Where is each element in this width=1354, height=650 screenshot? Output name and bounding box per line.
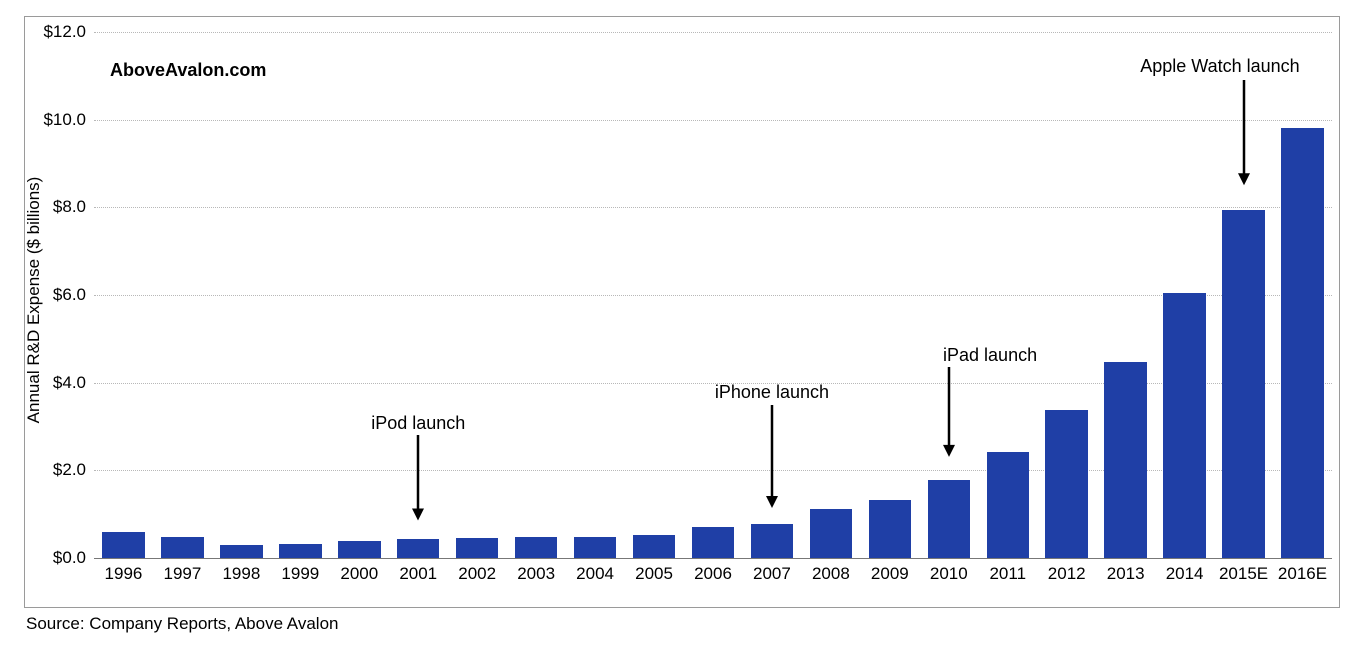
annotation-arrow-icon	[760, 405, 784, 508]
x-tick-label: 1996	[105, 558, 143, 584]
x-tick-label: 1998	[222, 558, 260, 584]
y-tick-label: $4.0	[53, 373, 94, 393]
x-tick-label: 2008	[812, 558, 850, 584]
bar	[928, 480, 970, 558]
x-tick-label: 1999	[281, 558, 319, 584]
bar	[987, 452, 1029, 559]
annotation-arrow-icon	[406, 435, 430, 520]
annotation-arrow-icon	[1232, 80, 1256, 185]
x-tick-label: 2011	[989, 558, 1026, 584]
annotation-arrow-icon	[937, 367, 961, 457]
bar	[102, 532, 144, 558]
bar	[397, 539, 439, 558]
y-axis-title: Annual R&D Expense ($ billions)	[24, 177, 44, 424]
bar	[751, 524, 793, 558]
x-tick-label: 2009	[871, 558, 909, 584]
bar	[279, 544, 321, 558]
gridline	[94, 32, 1332, 33]
x-tick-label: 2000	[340, 558, 378, 584]
x-tick-label: 2006	[694, 558, 732, 584]
x-tick-label: 2004	[576, 558, 614, 584]
bar	[869, 500, 911, 558]
bar	[161, 537, 203, 558]
x-tick-label: 2001	[399, 558, 437, 584]
x-tick-label: 2007	[753, 558, 791, 584]
x-tick-label: 2005	[635, 558, 673, 584]
bar	[1045, 410, 1087, 558]
gridline	[94, 120, 1332, 121]
annotation-label: Apple Watch launch	[1140, 56, 1299, 77]
annotation-label: iPod launch	[371, 413, 465, 434]
gridline	[94, 207, 1332, 208]
bar	[1281, 128, 1323, 558]
x-tick-label: 2013	[1107, 558, 1145, 584]
x-tick-label: 2015E	[1219, 558, 1268, 584]
y-tick-label: $6.0	[53, 285, 94, 305]
annotation-label: iPad launch	[943, 345, 1037, 366]
source-citation: Source: Company Reports, Above Avalon	[26, 614, 338, 634]
bar	[456, 538, 498, 558]
bar	[1104, 362, 1146, 558]
x-tick-label: 1997	[164, 558, 202, 584]
branding-label: AboveAvalon.com	[110, 60, 266, 81]
bar	[1222, 210, 1264, 558]
x-tick-label: 2002	[458, 558, 496, 584]
x-tick-label: 2016E	[1278, 558, 1327, 584]
bar	[220, 545, 262, 558]
y-tick-label: $10.0	[43, 110, 94, 130]
gridline	[94, 295, 1332, 296]
y-tick-label: $12.0	[43, 22, 94, 42]
bar	[810, 509, 852, 558]
chart-viewport: $0.0 $2.0 $4.0 $6.0 $8.0 $10.0 $12.0 1996 1997 19…	[0, 0, 1354, 650]
y-tick-label: $2.0	[53, 460, 94, 480]
bar	[633, 535, 675, 558]
x-tick-label: 2014	[1166, 558, 1204, 584]
bar	[1163, 293, 1205, 558]
bar	[574, 537, 616, 558]
bar	[338, 541, 380, 558]
x-tick-label: 2003	[517, 558, 555, 584]
y-tick-label: $0.0	[53, 548, 94, 568]
annotation-label: iPhone launch	[715, 382, 829, 403]
bar	[692, 527, 734, 558]
y-tick-label: $8.0	[53, 197, 94, 217]
plot-area: $0.0$2.0$4.0$6.0$8.0$10.0$12.01996199719…	[94, 32, 1332, 558]
x-tick-label: 2012	[1048, 558, 1086, 584]
x-tick-label: 2010	[930, 558, 968, 584]
bar	[515, 537, 557, 558]
